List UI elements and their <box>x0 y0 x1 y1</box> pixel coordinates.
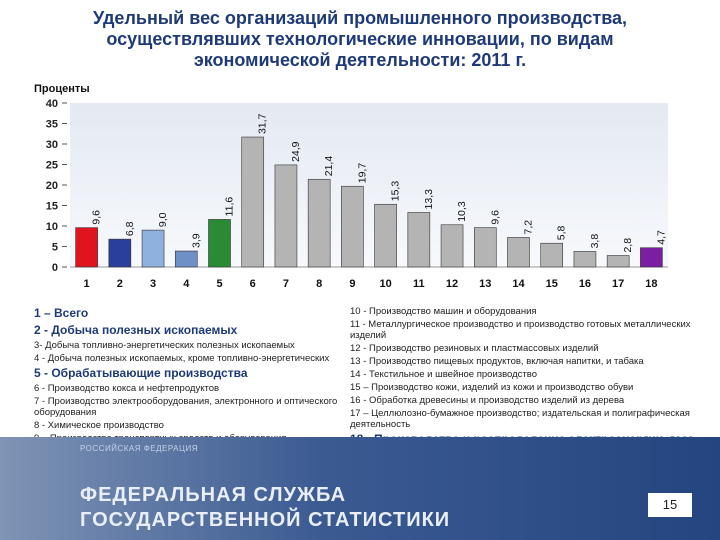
y-tick-label: 0 <box>52 262 58 274</box>
legend-item: 3- Добыча топливно-энергетических полезн… <box>34 340 295 351</box>
bar <box>473 227 497 268</box>
x-tick-label: 15 <box>546 278 558 290</box>
bar-value-label: 6,8 <box>124 221 136 236</box>
bar-value-label: 13,3 <box>423 189 435 210</box>
bar-value-label: 10,3 <box>456 201 468 222</box>
bar <box>573 251 597 268</box>
bar <box>241 136 265 268</box>
bar-value-label: 15,3 <box>390 181 402 202</box>
x-tick-label: 12 <box>446 278 458 290</box>
bar-value-label: 24,9 <box>290 141 302 162</box>
y-tick-label: 15 <box>46 201 58 213</box>
legend-item: 2 - Добыча полезных ископаемых <box>34 323 238 337</box>
footer-agency-line2: ГОСУДАРСТВЕННОЙ СТАТИСТИКИ <box>80 509 451 531</box>
x-tick-label: 9 <box>349 278 355 290</box>
page-number: 15 <box>648 493 692 517</box>
bar-value-label: 5,8 <box>556 225 568 240</box>
bar-value-label: 9,6 <box>489 210 501 225</box>
x-tick-label: 7 <box>283 278 289 290</box>
bar <box>640 247 663 268</box>
legend-item: 16 - Обработка древесины и производство … <box>350 395 625 406</box>
page-title: Удельный вес организаций промышленного п… <box>92 8 628 70</box>
legend-item: 4 - Добыча полезных ископаемых, кроме то… <box>34 353 330 364</box>
bar-value-label: 9,0 <box>157 212 169 227</box>
y-tick-label: 35 <box>46 119 58 131</box>
y-tick-label: 25 <box>46 160 58 172</box>
footer-country: РОССИЙСКАЯ ФЕДЕРАЦИЯ <box>80 444 198 453</box>
x-tick-label: 11 <box>413 278 425 290</box>
y-tick-label: 30 <box>46 139 58 151</box>
legend-item: 7 - Производство электрооборудования, эл… <box>34 396 338 418</box>
legend-item: 15 – Производство кожи, изделий из кожи … <box>350 382 634 393</box>
y-tick-label: 20 <box>46 180 58 192</box>
bar <box>208 219 231 268</box>
bar-value-label: 7,2 <box>523 220 535 235</box>
x-tick-label: 13 <box>479 278 491 290</box>
bar <box>606 255 630 268</box>
bar-value-label: 3,8 <box>589 234 601 249</box>
x-tick-label: 3 <box>150 278 156 290</box>
legend-item: 14 - Текстильное и швейное производство <box>350 369 537 380</box>
legend-item: 17 – Целлюлозно-бумажное производство; и… <box>350 408 690 430</box>
legend-item: 8 - Химическое производство <box>34 420 164 431</box>
bar <box>341 185 364 268</box>
bar-value-label: 11,6 <box>224 197 236 217</box>
legend-item: 13 - Производство пищевых продуктов, вкл… <box>350 356 644 367</box>
bar <box>407 212 431 268</box>
legend-item: 11 - Металлургическое производство и про… <box>350 319 691 341</box>
bar <box>274 164 298 268</box>
y-axis-label: Проценты <box>34 83 90 95</box>
bar <box>75 227 98 268</box>
footer-banner <box>0 437 720 540</box>
x-tick-label: 2 <box>117 278 123 290</box>
x-tick-label: 8 <box>316 278 322 290</box>
legend-item: 1 – Всего <box>34 306 89 320</box>
legend-item: 6 - Производство кокса и нефтепродуктов <box>34 383 220 394</box>
bar-value-label: 21,4 <box>323 156 335 177</box>
y-tick-label: 5 <box>52 242 58 254</box>
bar-value-label: 9,6 <box>91 210 103 225</box>
bar <box>374 203 397 268</box>
legend-item: 12 - Производство резиновых и пластмассо… <box>350 343 599 354</box>
x-tick-label: 4 <box>183 278 190 290</box>
bar-value-label: 2,8 <box>622 238 634 253</box>
bar <box>174 250 198 268</box>
legend-item: 5 - Обрабатывающие производства <box>34 366 248 380</box>
x-tick-label: 17 <box>612 278 624 290</box>
bar <box>440 224 464 268</box>
y-tick-label: 10 <box>46 221 58 233</box>
x-tick-label: 5 <box>216 278 222 290</box>
footer-agency-line1: ФЕДЕРАЛЬНАЯ СЛУЖБА <box>80 484 347 506</box>
x-tick-label: 16 <box>579 278 591 290</box>
x-tick-label: 10 <box>379 278 391 290</box>
bar-value-label: 4,7 <box>655 230 667 245</box>
legend-left: 1 – Всего 2 - Добыча полезных ископаемых 3… <box>34 306 339 446</box>
bar-value-label: 19,7 <box>356 163 368 184</box>
bar <box>141 229 165 268</box>
bar <box>507 237 530 268</box>
bar-value-label: 3,9 <box>190 233 202 248</box>
bar <box>540 242 564 268</box>
legend-item: 10 - Производство машин и оборудования <box>350 306 537 317</box>
y-tick-label: 40 <box>46 98 58 110</box>
x-tick-label: 14 <box>512 278 525 290</box>
bar-value-label: 31,7 <box>257 113 269 134</box>
x-tick-label: 1 <box>84 278 90 290</box>
x-tick-label: 18 <box>645 278 657 290</box>
x-tick-label: 6 <box>250 278 256 290</box>
bar <box>108 238 132 268</box>
bar <box>307 178 331 268</box>
plot-area <box>70 103 668 267</box>
